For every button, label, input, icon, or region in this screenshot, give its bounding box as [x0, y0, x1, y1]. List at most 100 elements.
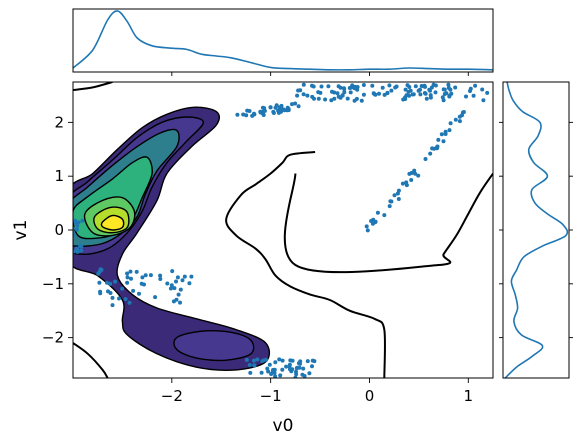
scatter-point [348, 85, 353, 90]
scatter-point [338, 95, 343, 100]
scatter-point [247, 109, 252, 113]
scatter-point [389, 199, 394, 204]
x-tick-label: 1 [464, 387, 474, 405]
scatter-point [267, 362, 272, 367]
outer-contour-line [73, 342, 109, 378]
scatter-point [480, 87, 485, 92]
scatter-point [481, 98, 486, 103]
scatter-point [294, 372, 299, 377]
right-marginal-ticks [499, 121, 573, 339]
scatter-point [174, 279, 178, 284]
scatter-point [285, 105, 290, 110]
scatter-point [329, 98, 334, 103]
scatter-point [284, 364, 289, 369]
scatter-point [288, 358, 293, 363]
kde-density-band [173, 330, 255, 362]
scatter-point [461, 110, 466, 114]
scatter-point [279, 103, 284, 108]
y-tick-label: 1 [54, 167, 64, 185]
scatter-point [407, 93, 412, 98]
scatter-point [448, 121, 453, 126]
scatter-point [435, 144, 440, 149]
scatter-point [158, 273, 163, 278]
scatter-point [436, 137, 441, 142]
scatter-point [113, 279, 118, 284]
top-marginal-kde-line [73, 10, 493, 71]
scatter-point [270, 369, 275, 374]
scatter-point [382, 213, 387, 218]
scatter-point [441, 139, 446, 144]
scatter-point [387, 204, 392, 209]
scatter-point [409, 178, 414, 182]
scatter-point [305, 359, 310, 364]
scatter-point [187, 281, 192, 286]
scatter-point [73, 218, 78, 223]
scatter-point [348, 90, 353, 95]
scatter-point [342, 90, 347, 95]
scatter-point [370, 221, 375, 226]
scatter-point [297, 365, 302, 370]
scatter-point [280, 367, 285, 372]
scatter-point [418, 92, 423, 97]
scatter-point [385, 90, 390, 95]
scatter-point [244, 113, 249, 118]
scatter-point [287, 362, 292, 367]
scatter-point [428, 151, 433, 156]
scatter-point [330, 89, 334, 94]
scatter-point [416, 88, 421, 93]
scatter-point [430, 146, 435, 151]
scatter-point [260, 359, 265, 364]
scatter-point [117, 296, 121, 301]
x-axis-label: v0 [273, 416, 294, 436]
scatter-point [134, 269, 139, 274]
top-marginal-frame [72, 8, 494, 73]
y-tick-label: 0 [54, 221, 64, 239]
y-tick-label: 2 [54, 113, 64, 131]
scatter-point [298, 88, 303, 93]
scatter-point [413, 171, 418, 176]
scatter-point [73, 249, 76, 254]
scatter-point [248, 370, 253, 375]
scatter-point [361, 92, 366, 97]
scatter-point [241, 112, 246, 117]
scatter-point [413, 84, 418, 89]
scatter-point [105, 280, 109, 285]
scatter-point [403, 97, 408, 101]
scatter-point [79, 248, 84, 253]
scatter-point [392, 193, 397, 198]
scatter-point [433, 83, 438, 88]
scatter-point [158, 277, 163, 281]
scatter-point [264, 357, 269, 362]
y-axis-ticks: −2 −1 0 1 2 [42, 113, 73, 347]
scatter-point [244, 357, 249, 362]
scatter-point [396, 197, 401, 201]
scatter-point [125, 271, 130, 276]
scatter-point [318, 90, 323, 95]
scatter-point [364, 224, 369, 229]
scatter-point [446, 85, 451, 90]
scatter-point [260, 105, 265, 110]
scatter-point [110, 295, 115, 300]
scatter-point [433, 90, 438, 95]
scatter-point [153, 295, 158, 300]
scatter-point [447, 128, 452, 133]
scatter-point [79, 244, 84, 249]
scatter-point [342, 86, 346, 91]
scatter-point [293, 101, 298, 106]
scatter-point [140, 275, 145, 280]
y-tick-label: −2 [42, 329, 64, 347]
scatter-point [168, 286, 173, 291]
scatter-point [75, 247, 80, 252]
scatter-point [403, 87, 408, 92]
scatter-point [411, 92, 416, 97]
scatter-point [280, 358, 285, 363]
scatter-point [73, 232, 77, 237]
scatter-point [442, 87, 447, 92]
scatter-point [449, 91, 454, 96]
right-marginal-frame [502, 81, 570, 379]
scatter-point [441, 98, 446, 103]
scatter-point [457, 114, 462, 119]
scatter-point [377, 91, 381, 96]
scatter-point [316, 96, 321, 101]
scatter-point [400, 181, 405, 186]
